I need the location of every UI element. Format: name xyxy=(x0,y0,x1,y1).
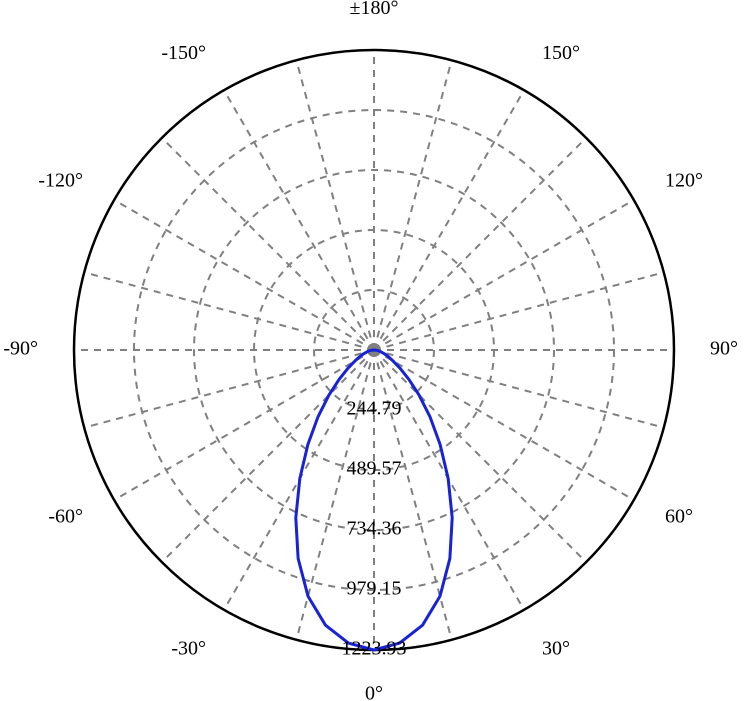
radial-label: 734.36 xyxy=(347,518,402,540)
angle-label: -150° xyxy=(161,42,206,64)
angle-label: 30° xyxy=(542,638,570,660)
radial-label: 1223.93 xyxy=(342,638,407,660)
radial-label: 489.57 xyxy=(347,458,402,480)
angle-label: -120° xyxy=(38,170,83,192)
angle-label: 120° xyxy=(665,170,703,192)
angle-label: -30° xyxy=(171,638,206,660)
angle-label: -90° xyxy=(3,338,38,360)
angle-label: ±180° xyxy=(350,0,399,19)
polar-chart: ±180° 150° 120° 90° 60° 30° 0° -30° -60° -90° -120… xyxy=(0,0,749,701)
angle-label: -60° xyxy=(48,506,83,528)
radial-label: 979.15 xyxy=(347,578,402,600)
angle-label: 60° xyxy=(665,506,693,528)
angle-label: 0° xyxy=(365,683,383,701)
radial-label: 244.79 xyxy=(347,398,402,420)
polar-chart-svg: ±180° 150° 120° 90° 60° 30° 0° -30° -60° -90° -120… xyxy=(0,0,749,701)
angle-label: 90° xyxy=(710,338,738,360)
angle-label: 150° xyxy=(542,42,580,64)
